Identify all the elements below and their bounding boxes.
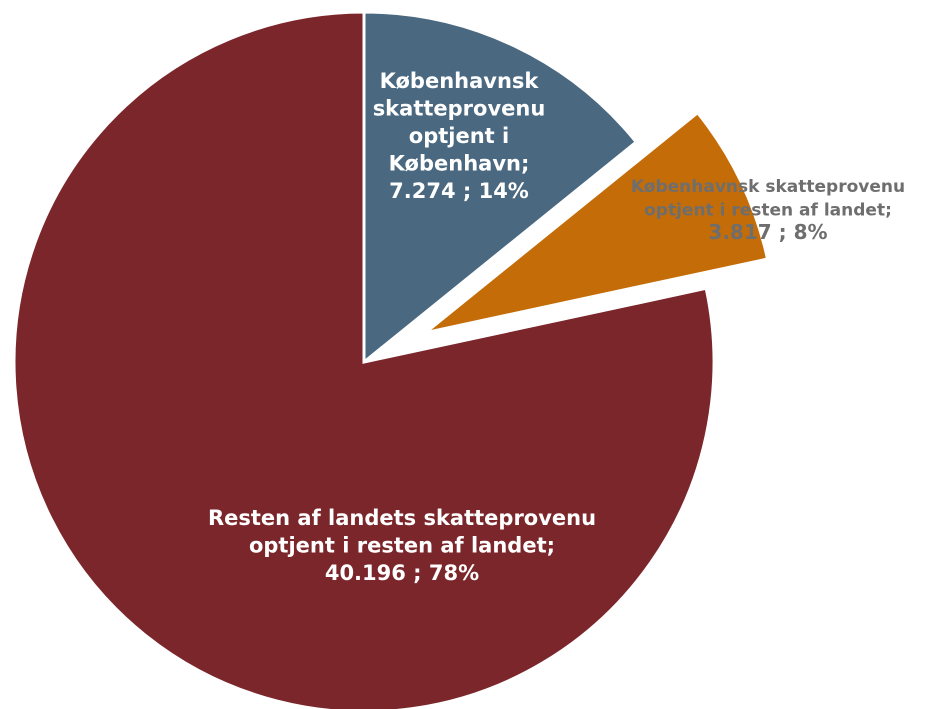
pie-slice-label-3: Resten af landets skatteprovenu optjent i… <box>208 506 596 585</box>
pie-slice-2 <box>424 110 770 335</box>
pie-slice-label-line: Resten af landets skatteprovenu <box>208 506 596 530</box>
pie-slices <box>12 10 770 709</box>
pie-slice-label-line: skatteprovenu <box>373 97 546 121</box>
pie-slice-label-line: optjent i resten af landet; <box>249 534 555 558</box>
pie-slice-3 <box>12 10 716 709</box>
pie-labels: Københavnsk skatteprovenu optjent i Københa… <box>208 69 905 585</box>
pie-slice-label-line: 40.196 ; 78% <box>325 561 479 585</box>
pie-slice-label-line: 7.274 ; 14% <box>389 179 529 203</box>
pie-slice-label-line: optjent i <box>409 124 509 148</box>
pie-slice-label-line: 3.817 ; 8% <box>708 220 827 244</box>
pie-slice-label-1: Københavnsk skatteprovenu optjent i Københa… <box>373 69 546 203</box>
pie-slice-1 <box>362 10 639 366</box>
pie-slice-label-line: Københavnsk <box>380 69 540 93</box>
pie-slice-label-line: København; <box>389 152 530 176</box>
pie-slice-label-line: optjent i resten af landet; <box>644 201 892 221</box>
pie-slice-label-line: Københavnsk skatteprovenu <box>631 177 905 197</box>
pie-slice-label-2: Københavnsk skatteprovenu optjent i reste… <box>631 177 905 244</box>
